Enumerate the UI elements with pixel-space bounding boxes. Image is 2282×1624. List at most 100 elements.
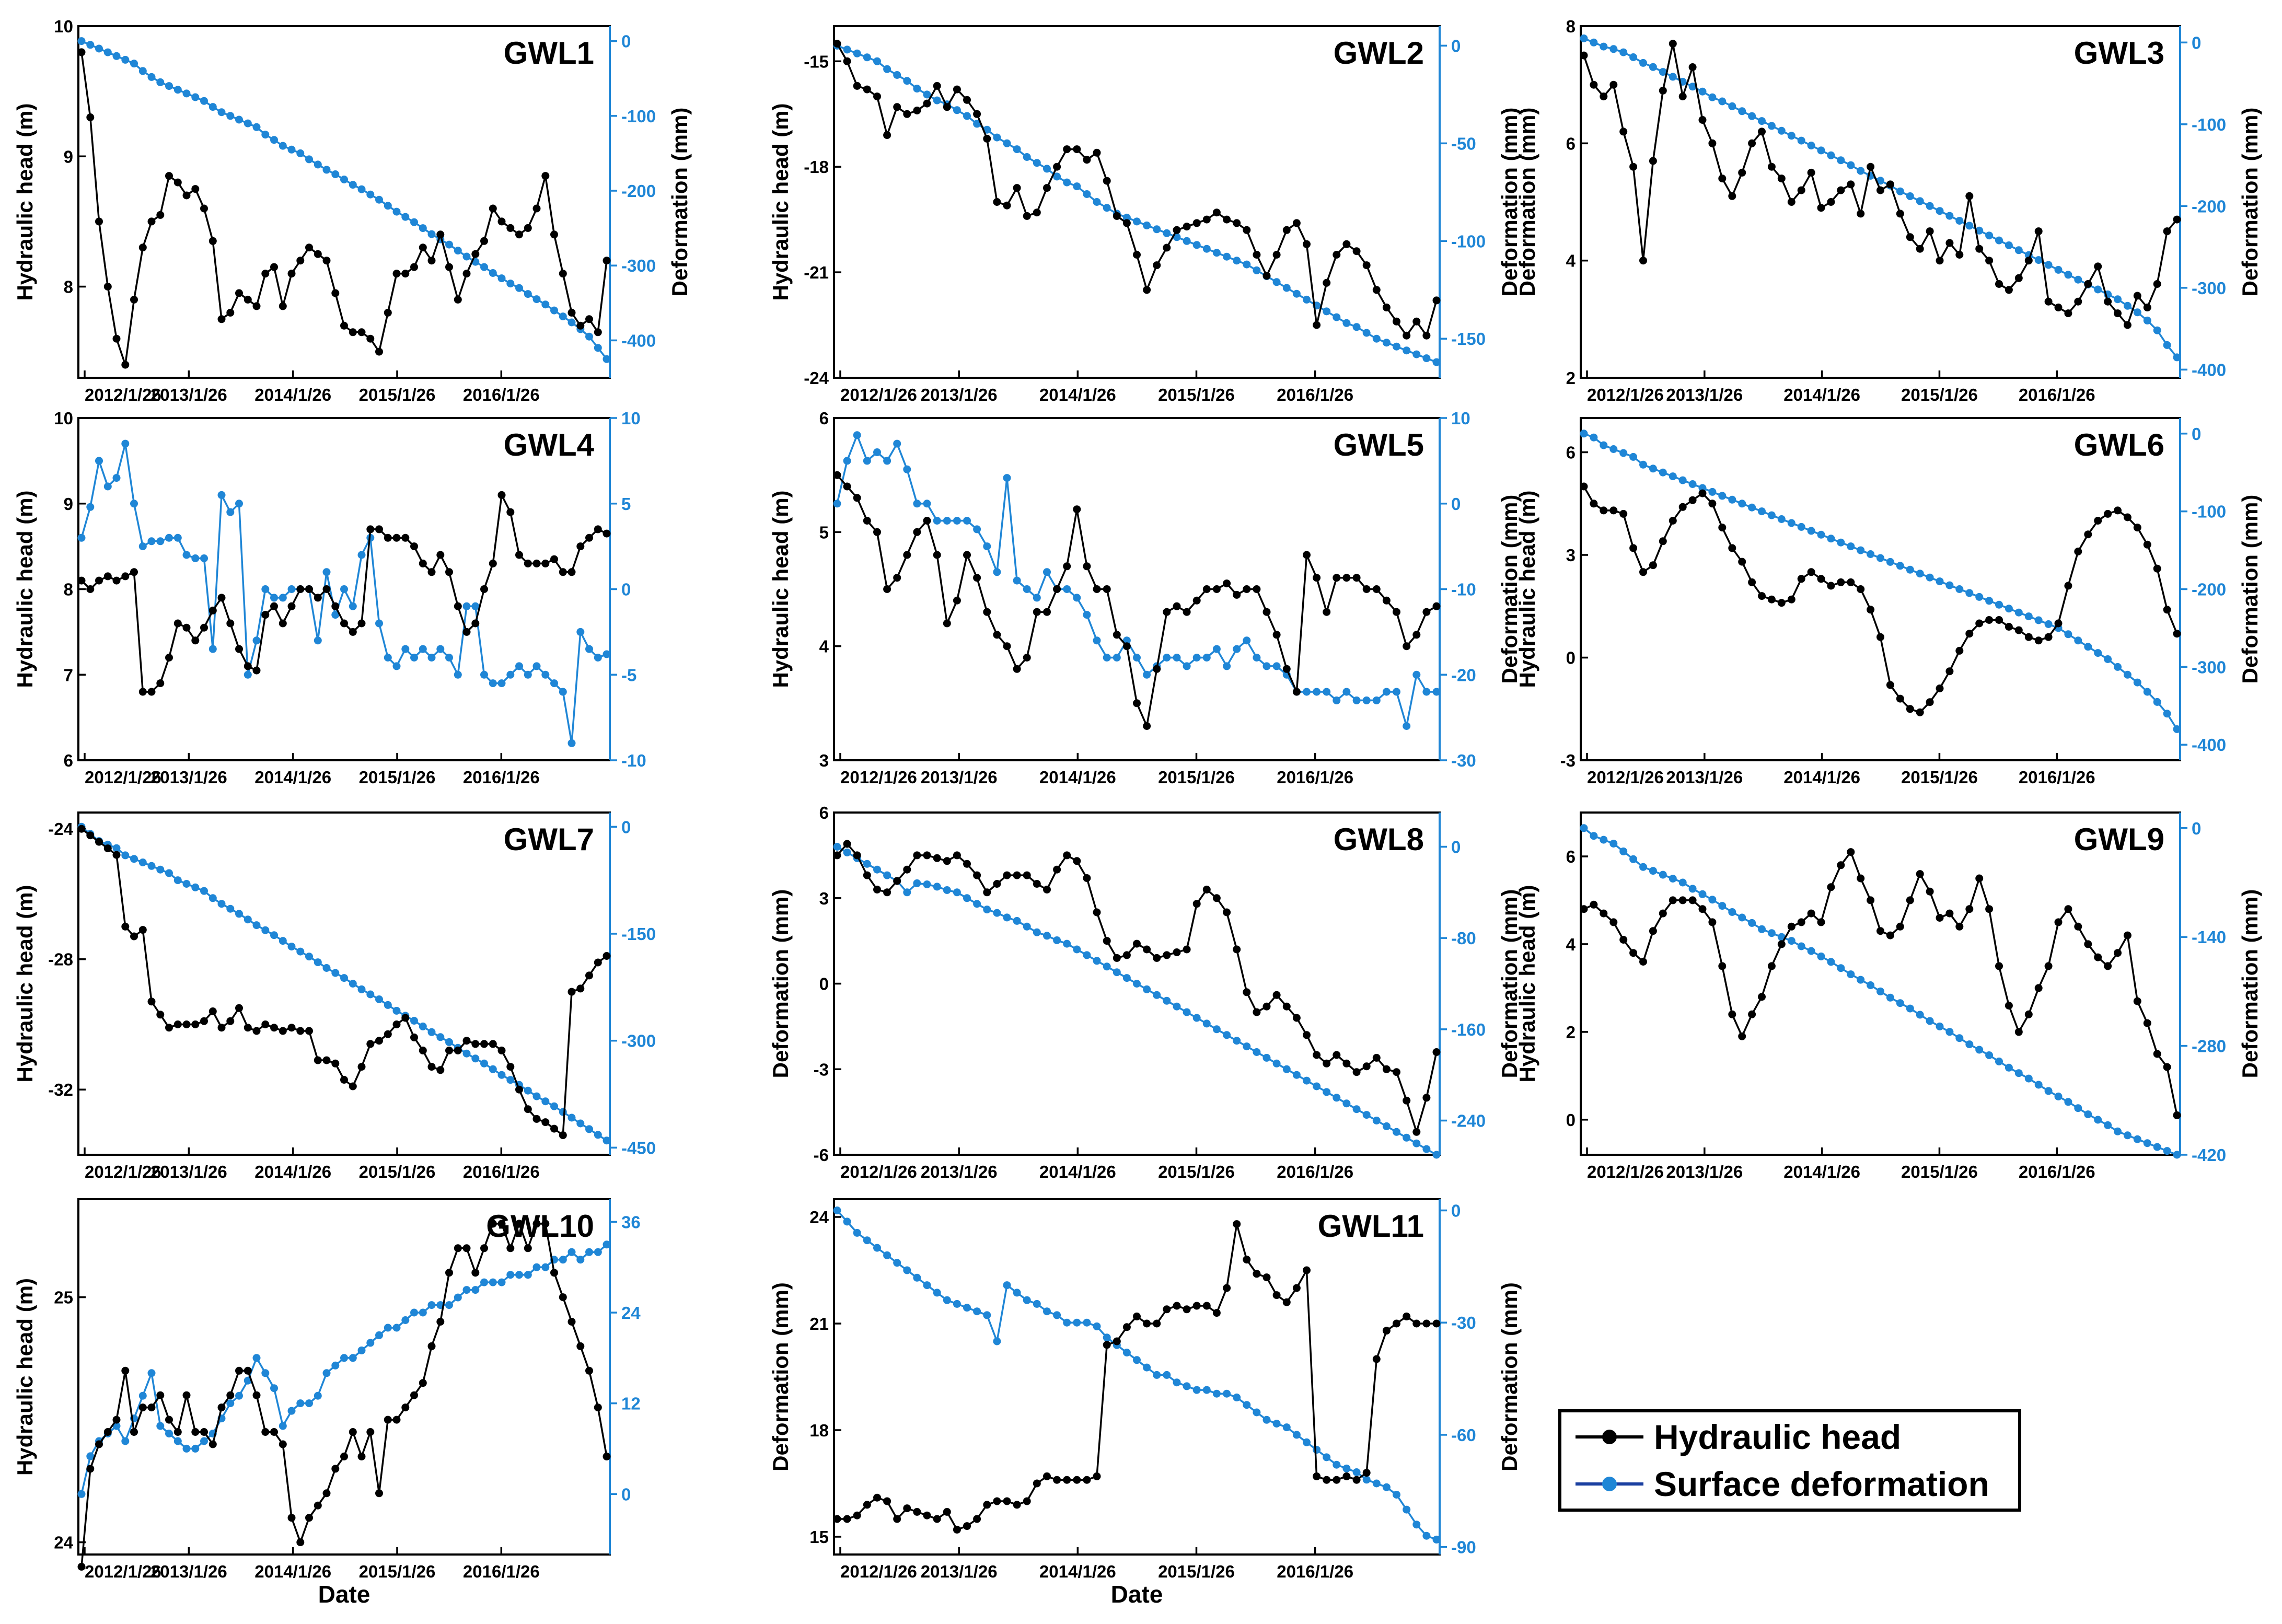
panel-gwl11-ytick-right-label: -30 xyxy=(1451,1313,1476,1332)
panel-gwl4-deformation-point xyxy=(279,594,287,602)
panel-gwl4-hydraulic-head-point xyxy=(305,585,313,593)
panel-gwl6-hydraulic-head-point xyxy=(1609,506,1618,515)
panel-gwl1-hydraulic-head-point xyxy=(86,113,95,121)
panel-gwl6-hydraulic-head-point xyxy=(1817,575,1825,583)
panel-gwl10-hydraulic-head-point xyxy=(506,1244,515,1252)
panel-gwl9-deformation-point xyxy=(1857,976,1865,984)
panel-gwl7-hydraulic-head-point xyxy=(77,825,86,833)
panel-gwl4-hydraulic-head-point xyxy=(445,568,453,576)
panel-gwl7-deformation-point xyxy=(585,1125,593,1133)
panel-gwl11-hydraulic-head-point xyxy=(1023,1497,1031,1505)
panel-gwl6-hydraulic-head-point xyxy=(2123,513,2132,521)
panel-gwl9-deformation-point xyxy=(1728,908,1736,916)
panel-gwl3-deformation-point xyxy=(1837,156,1845,165)
panel-gwl3-hydraulic-head-point xyxy=(1659,86,1667,95)
panel-gwl1-deformation-point xyxy=(244,119,252,127)
panel-gwl4-deformation-point xyxy=(112,474,121,482)
panel-gwl2-deformation-point xyxy=(973,120,981,128)
panel-gwl7-deformation-point xyxy=(112,844,121,852)
panel-gwl8-hydraulic-head-point xyxy=(883,888,891,897)
panel-gwl6-hydraulic-head-point xyxy=(1688,496,1697,504)
panel-gwl9-deformation-point xyxy=(2044,1087,2053,1095)
panel-gwl5-hydraulic-head-point xyxy=(1243,585,1251,593)
panel-gwl1-deformation-point xyxy=(331,170,340,178)
panel-gwl6-hydraulic-head-point xyxy=(2034,636,2043,645)
panel-gwl8-hydraulic-head-point xyxy=(1013,871,1021,879)
panel-gwl3-hydraulic-head-point xyxy=(2123,321,2132,329)
panel-gwl4-hydraulic-head-point xyxy=(506,508,515,516)
panel-gwl7-deformation-point xyxy=(427,1028,436,1036)
panel-gwl2-hydraulic-head-point xyxy=(1093,148,1101,157)
panel-gwl5-ytick-left-label: 3 xyxy=(819,751,829,770)
panel-gwl4-hydraulic-head-point xyxy=(173,619,182,628)
panel-gwl11-deformation-point xyxy=(1173,1378,1181,1387)
panel-gwl4-ytick-left-label: 10 xyxy=(54,409,73,428)
panel-gwl6-hydraulic-head-point xyxy=(2114,506,2122,515)
panel-gwl5-xtick-label: 2015/1/26 xyxy=(1158,768,1235,787)
panel-gwl10-deformation-point xyxy=(296,1399,305,1408)
panel-gwl8-hydraulic-head-point xyxy=(1422,1094,1431,1102)
panel-gwl7-deformation-point xyxy=(226,904,235,913)
panel-gwl4-hydraulic-head-point xyxy=(471,619,480,628)
panel-gwl8-hydraulic-head-point xyxy=(903,865,911,874)
panel-gwl1-ytick-right-label: 0 xyxy=(621,32,631,51)
panel-gwl11-ytick-left-label: 15 xyxy=(809,1527,829,1547)
panel-gwl3-hydraulic-head-point xyxy=(1857,210,1865,218)
panel-gwl8-hydraulic-head-point xyxy=(1393,1068,1400,1076)
panel-gwl2-ytick-right-label: -50 xyxy=(1451,134,1476,153)
panel-gwl9-hydraulic-head-point xyxy=(1995,962,2003,970)
panel-gwl2-hydraulic-head-point xyxy=(1143,286,1151,294)
panel-gwl1-hydraulic-head-point xyxy=(489,204,497,213)
panel-gwl2-deformation-point xyxy=(1403,346,1411,355)
panel-gwl3-deformation-point xyxy=(2163,341,2171,349)
panel-gwl3-hydraulic-head-point xyxy=(1728,192,1736,200)
panel-gwl6-deformation-point xyxy=(1936,577,1944,586)
panel-gwl1-deformation-point xyxy=(532,295,541,304)
panel-gwl6-hydraulic-head-point xyxy=(2084,530,2092,539)
panel-gwl1-hydraulic-head-point xyxy=(331,289,340,297)
panel-gwl8-hydraulic-head-point xyxy=(1412,1128,1421,1136)
panel-gwl10-deformation-point xyxy=(287,1407,296,1415)
panel-gwl9-hydraulic-head-point xyxy=(1758,993,1766,1001)
panel-gwl8-hydraulic-head-point xyxy=(1272,991,1281,999)
panel-gwl8-deformation-point xyxy=(873,865,881,874)
panel-gwl11-hydraulic-head-point xyxy=(1372,1355,1381,1363)
panel-gwl9-deformation-point xyxy=(1837,964,1845,972)
panel-gwl5-hydraulic-head-point xyxy=(1432,602,1441,610)
panel-gwl7-hydraulic-head-point xyxy=(436,1066,445,1074)
panel-gwl11-hydraulic-head-point xyxy=(993,1497,1001,1505)
panel-gwl6-deformation-point xyxy=(1600,441,1608,449)
panel-gwl10-hydraulic-head-point xyxy=(454,1244,462,1252)
panel-gwl5-title: GWL5 xyxy=(1334,427,1424,462)
panel-gwl1-hydraulic-head-point xyxy=(77,48,86,56)
panel-gwl9-deformation-point xyxy=(1995,1057,2003,1065)
panel-gwl2-deformation-point xyxy=(1202,245,1211,253)
panel-gwl7-deformation-point xyxy=(462,1049,471,1058)
panel-gwl4-deformation-point xyxy=(462,602,471,610)
panel-gwl4-hydraulic-head-point xyxy=(314,594,322,602)
panel-gwl7-hydraulic-head-point xyxy=(462,1037,471,1045)
panel-gwl6-deformation-point xyxy=(1580,430,1588,438)
panel-gwl8-deformation-point xyxy=(1223,1031,1231,1039)
panel-gwl5-xtick-label: 2013/1/26 xyxy=(921,768,998,787)
panel-gwl5-deformation-point xyxy=(883,457,891,465)
panel-gwl9-hydraulic-head-point xyxy=(2005,1002,2013,1010)
panel-gwl11-deformation-point xyxy=(1272,1420,1281,1428)
panel-gwl7-hydraulic-head-point xyxy=(401,1014,410,1022)
panel-gwl9-hydraulic-head-point xyxy=(1767,962,1776,970)
panel-gwl2-deformation-point xyxy=(1133,217,1141,226)
panel-gwl11-hydraulic-head-point xyxy=(963,1522,971,1530)
panel-gwl4-deformation-point xyxy=(445,654,453,662)
panel-gwl6-deformation-point xyxy=(1678,476,1687,484)
panel-gwl2-ytick-left-label: -24 xyxy=(804,368,829,388)
panel-gwl8-deformation-point xyxy=(953,888,961,897)
panel-gwl3-xtick-label: 2012/1/26 xyxy=(1587,385,1664,404)
panel-gwl1-deformation-point xyxy=(559,312,567,321)
panel-gwl11-hydraulic-head-point xyxy=(1073,1476,1081,1484)
panel-gwl11-deformation-point xyxy=(1253,1408,1261,1417)
panel-gwl3-hydraulic-head-point xyxy=(1807,168,1815,177)
panel-gwl4-deformation-point xyxy=(95,457,103,465)
legend-def-marker xyxy=(1602,1477,1617,1491)
panel-gwl8-xtick-label: 2015/1/26 xyxy=(1158,1162,1235,1181)
panel-gwl10-hydraulic-head-point xyxy=(217,1403,226,1412)
